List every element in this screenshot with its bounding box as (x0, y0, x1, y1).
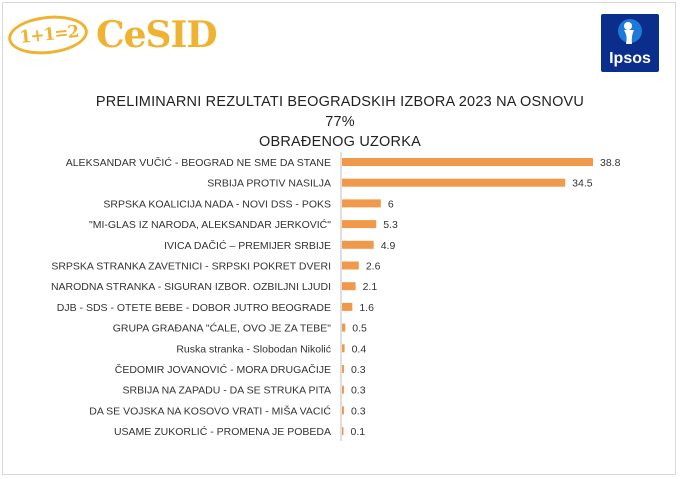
category-label: IVICA DAČIĆ – PREMIJER SRBIJE (164, 239, 331, 252)
category-label: SRPSKA KOALICIJA NADA - NOVI DSS - POKS (103, 198, 331, 210)
data-label: 5.3 (383, 219, 398, 231)
bar (342, 385, 344, 394)
bar (342, 427, 344, 436)
bar (342, 365, 344, 373)
bar (342, 302, 353, 311)
ipsos-figure-icon (618, 19, 642, 44)
bar (342, 199, 381, 208)
data-label: 0.1 (351, 426, 366, 438)
chart-title: PRELIMINARNI REZULTATI BEOGRADSKIH IZBOR… (90, 92, 590, 152)
bar (342, 282, 356, 291)
data-label: 2.6 (366, 261, 381, 273)
category-label: Ruska stranka - Slobodan Nikolić (176, 343, 331, 355)
category-label: NARODNA STRANKA - SIGURAN IZBOR. OZBILJN… (51, 281, 331, 293)
data-label: 0.5 (352, 323, 367, 335)
data-label: 0.4 (352, 343, 367, 355)
ipsos-brand-text: Ipsos (609, 50, 651, 67)
category-label: DJB - SDS - OTETE BEBE - DOBOR JUTRO BEO… (57, 302, 331, 314)
bar (342, 261, 359, 270)
cesid-logo: 1+1=2 CeSID (6, 10, 218, 62)
category-label: SRBIJA PROTIV NASILJA (207, 178, 331, 190)
bar (342, 158, 593, 166)
bar (342, 220, 377, 229)
category-label: "MI-GLAS IZ NARODA, ALEKSANDAR JERKOVIĆ" (89, 218, 331, 231)
category-label: DA SE VOJSKA NA KOSOVO VRATI - MIŠA VACI… (89, 404, 331, 417)
cesid-brand-text: CeSID (96, 14, 218, 56)
data-label: 0.3 (351, 364, 366, 376)
data-label: 0.3 (351, 385, 366, 397)
category-label: SRPSKA STRANKA ZAVETNICI - SRPSKI POKRET… (51, 261, 331, 273)
category-label: GRUPA GRAĐANA "ĆALE, OVO JE ZA TEBE" (113, 322, 332, 335)
bar (342, 240, 374, 249)
category-label: SRBIJA NA ZAPADU - DA SE STRUKA PITA (123, 385, 332, 397)
data-label: 0.3 (351, 405, 366, 417)
data-label: 38.8 (600, 157, 621, 169)
ipsos-logo: Ipsos (601, 14, 659, 72)
category-label: ČEDOMIR JOVANOVIĆ - MORA DRUGAČIJE (115, 363, 331, 376)
bar (342, 344, 345, 353)
chart-title-line-2: OBRAĐENOG UZORKA (259, 134, 421, 150)
chart-title-line-1: PRELIMINARNI REZULTATI BEOGRADSKIH IZBOR… (95, 94, 585, 130)
data-label: 34.5 (572, 178, 593, 190)
chart-frame (2, 2, 676, 475)
bar (342, 178, 566, 187)
data-label: 2.1 (363, 281, 378, 293)
data-label: 1.6 (359, 302, 374, 314)
category-label: ALEKSANDAR VUČIĆ - BEOGRAD NE SME DA STA… (66, 156, 331, 169)
data-label: 4.9 (381, 240, 396, 252)
category-label: USAME ZUKORLIĆ - PROMENA JE POBEDA (114, 425, 331, 438)
bar (342, 323, 346, 332)
bar (342, 406, 344, 415)
data-label: 6 (388, 198, 394, 210)
